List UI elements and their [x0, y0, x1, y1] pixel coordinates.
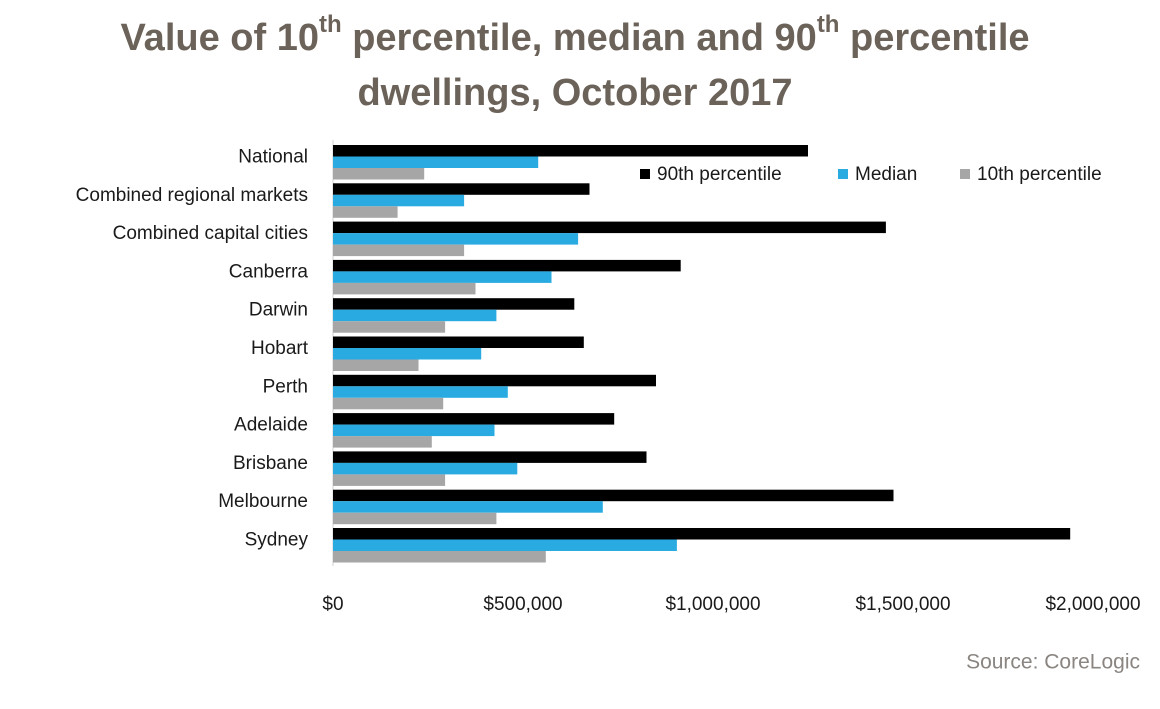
bar: [333, 348, 482, 360]
title-text: Value of 10: [120, 17, 319, 59]
y-tick-label: Combined capital cities: [113, 223, 308, 244]
y-tick-label: Sydney: [245, 530, 309, 551]
bar: [333, 309, 497, 322]
bar: [333, 528, 1071, 540]
bar: [333, 221, 886, 234]
bar: [333, 282, 476, 295]
x-tick-label: $0: [322, 594, 343, 615]
y-tick-label: Adelaide: [234, 415, 308, 436]
bar: [333, 233, 579, 245]
title-superscript: th: [817, 11, 840, 38]
bar: [333, 474, 446, 486]
y-tick-label: Brisbane: [233, 453, 308, 474]
title-text: percentile, median and 90: [342, 17, 817, 59]
bar: [333, 489, 894, 502]
y-tick-label: Melbourne: [218, 491, 308, 512]
bar: [333, 512, 497, 525]
bar: [333, 194, 465, 207]
x-tick-label: $1,500,000: [855, 594, 950, 615]
bar: [333, 462, 518, 475]
bar: [333, 183, 590, 195]
legend-swatch: [960, 169, 970, 179]
bar: [333, 374, 656, 387]
bar: [333, 436, 432, 448]
x-tick-label: $1,000,000: [665, 594, 760, 615]
bar: [333, 551, 546, 563]
bar: [333, 156, 539, 168]
legend-label: 10th percentile: [977, 164, 1102, 185]
bar: [333, 298, 575, 310]
y-tick-label: Combined regional markets: [76, 185, 308, 206]
title-text: percentile: [839, 17, 1029, 59]
bar: [333, 206, 398, 218]
bar: [333, 413, 615, 425]
x-tick-label: $500,000: [483, 594, 562, 615]
bar: [333, 424, 495, 437]
bar: [333, 386, 508, 398]
x-tick-label: $2,000,000: [1045, 594, 1140, 615]
legend-swatch: [838, 169, 848, 179]
legend-swatch: [640, 169, 650, 179]
bar: [333, 501, 603, 513]
bar: [333, 539, 677, 551]
y-tick-label: Canberra: [229, 261, 309, 282]
y-tick-label: Darwin: [249, 300, 308, 321]
bar: [333, 359, 419, 371]
title-superscript: th: [319, 11, 342, 38]
y-tick-label: Hobart: [251, 338, 309, 359]
source: Source: CoreLogic: [966, 651, 1140, 674]
legend-label: Median: [855, 164, 917, 185]
y-tick-label: National: [238, 147, 308, 168]
bar: [333, 336, 584, 348]
legend-label: 90th percentile: [657, 164, 782, 185]
bar: [333, 397, 444, 410]
bar: [333, 145, 808, 157]
chart-title: Value of 10th percentile, median and 90t…: [120, 11, 1029, 59]
bar: [333, 271, 552, 283]
bar: [333, 451, 647, 463]
title-text: dwellings, October 2017: [357, 72, 792, 114]
bar: [333, 244, 465, 257]
bar: [333, 321, 446, 333]
y-tick-label: Perth: [263, 376, 308, 397]
chart-title: dwellings, October 2017: [357, 72, 792, 114]
bar: [333, 168, 425, 180]
bar: [333, 259, 681, 272]
